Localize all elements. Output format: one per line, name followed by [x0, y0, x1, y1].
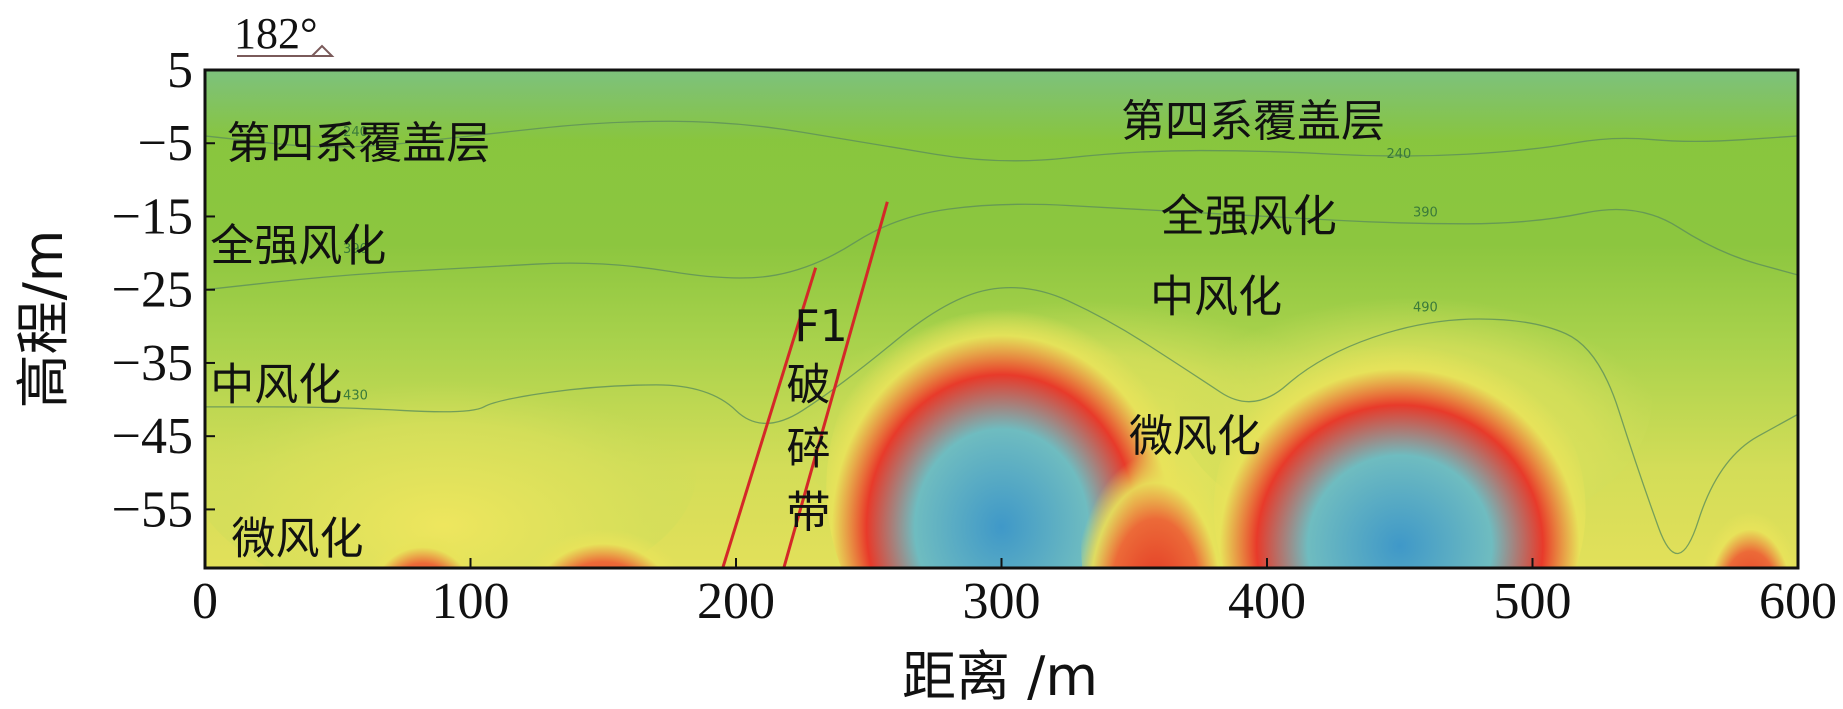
y-axis-title: 高程/m: [12, 230, 75, 409]
y-tick-label: −15: [112, 188, 193, 245]
x-tick-label: 300: [963, 573, 1041, 630]
weathering-zone-label: 微风化: [232, 513, 364, 564]
weathering-zone-label: 中风化: [210, 360, 342, 411]
contour-value-label: 430: [343, 389, 368, 404]
anomaly-red-left-1: [364, 516, 481, 568]
x-tick-label: 400: [1228, 573, 1306, 630]
contour-label-layer: 240 390 430 240 390 490: [343, 125, 1438, 404]
contour-line-490: [205, 286, 1798, 554]
y-tick-label: −5: [138, 115, 193, 172]
y-tick-label: 5: [167, 42, 193, 99]
fault-boundary-line: [721, 267, 818, 568]
y-tick-label: −55: [112, 481, 193, 538]
y-tick-label: −45: [112, 408, 193, 465]
fault-boundary-line: [782, 201, 889, 568]
anomaly-yellow-left: [205, 341, 697, 568]
anomaly-red-far-right: [1702, 487, 1798, 568]
x-axis: 0 100 200 300 400 500 600: [192, 558, 1837, 630]
y-tick-label: −25: [112, 262, 193, 319]
x-tick-label: 600: [1759, 573, 1837, 630]
anomaly-blue-right: [1213, 326, 1586, 568]
contour-value-label: 240: [1386, 147, 1411, 162]
contour-line-390: [205, 203, 1798, 291]
contour-value-label: 390: [1413, 205, 1438, 220]
y-tick-label: −35: [112, 335, 193, 392]
x-tick-label: 0: [192, 573, 218, 630]
anomaly-red-left-2: [524, 509, 683, 568]
contour-layer: [205, 120, 1798, 554]
fault-zone-char: 带: [786, 487, 830, 538]
contour-value-label: 490: [1413, 301, 1438, 316]
anomaly-red-center-right: [1081, 414, 1230, 568]
x-tick-label: 100: [432, 573, 510, 630]
fault-zone-char: 碎: [786, 423, 830, 474]
contour-value-label: 240: [343, 125, 368, 140]
weathering-zone-label: 中风化: [1150, 272, 1282, 323]
azimuth-marker: 182°: [234, 9, 335, 58]
fault-lines: [721, 201, 889, 568]
weathering-zone-label: 第四系覆盖层: [226, 118, 490, 169]
contour-line-240: [205, 120, 1798, 162]
anomaly-layer: [205, 253, 1798, 568]
x-tick-label: 200: [697, 573, 775, 630]
azimuth-label: 182°: [234, 9, 318, 58]
weathering-zone-label: 第四系覆盖层: [1121, 96, 1385, 147]
fault-zone-char: 破: [786, 360, 830, 411]
plot-area: 240 390 430 240 390 490: [205, 70, 1798, 568]
weathering-zone-label: 微风化: [1129, 411, 1261, 462]
y-axis: 5 −5 −15 −25 −35 −45 −55: [112, 42, 215, 538]
x-tick-label: 500: [1494, 573, 1572, 630]
weathering-zone-label: 全强风化: [1161, 191, 1337, 242]
weathering-zone-label: 全强风化: [210, 220, 386, 271]
fault-label: F1 破碎带: [786, 301, 847, 538]
fault-name: F1: [794, 301, 847, 352]
azimuth-arrow-icon: [309, 44, 335, 57]
contour-value-label: 390: [343, 242, 368, 257]
x-axis-title: 距离 /m: [902, 645, 1098, 708]
top-teal-band: [205, 70, 1798, 140]
